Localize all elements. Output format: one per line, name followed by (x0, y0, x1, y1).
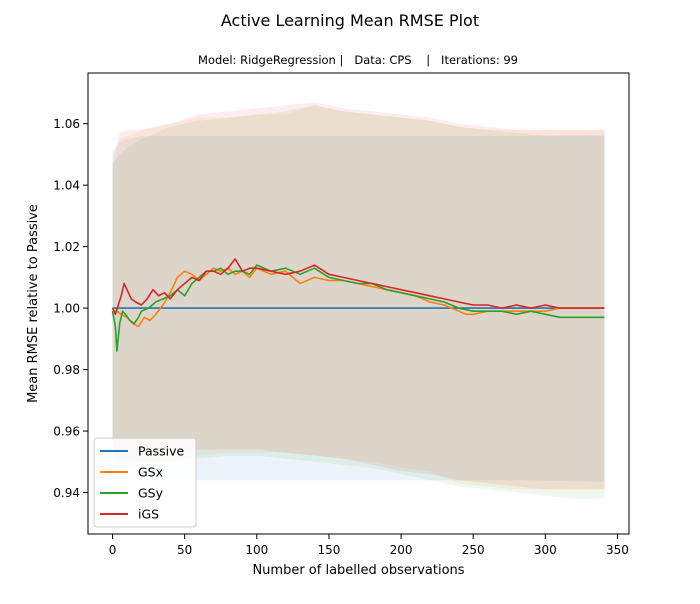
x-tick-label: 300 (534, 543, 557, 557)
y-axis-label: Mean RMSE relative to Passive (26, 204, 41, 403)
series-lines (111, 258, 605, 352)
y-tick-label: 0.94 (53, 486, 80, 500)
x-tick-label: 0 (109, 543, 117, 557)
x-tick-label: 250 (462, 543, 485, 557)
chart-title: Active Learning Mean RMSE Plot (221, 11, 479, 30)
x-axis-label: Number of labelled observations (252, 563, 464, 578)
line-gsy (111, 264, 605, 352)
x-tick-label: 350 (606, 543, 629, 557)
band-igs (112, 102, 605, 490)
y-tick-label: 0.98 (53, 363, 80, 377)
x-tick-label: 150 (317, 543, 340, 557)
x-tick-label: 50 (177, 543, 192, 557)
x-axis: 0 50 100 150 200 250 300 350 (109, 534, 629, 557)
y-tick-label: 0.96 (53, 425, 80, 439)
legend-label-gsy: GSy (138, 486, 164, 501)
y-axis: 0.94 0.96 0.98 1.00 1.02 1.04 1.06 (53, 117, 88, 500)
y-tick-label: 1.04 (53, 179, 80, 193)
legend-label-gsx: GSx (138, 465, 163, 480)
legend-label-passive: Passive (138, 444, 185, 459)
x-tick-label: 200 (390, 543, 413, 557)
legend: Passive GSx GSy iGS (93, 437, 197, 528)
band-gsx (112, 105, 605, 490)
x-tick-label: 100 (245, 543, 268, 557)
y-tick-label: 1.02 (53, 240, 80, 254)
legend-box (93, 437, 197, 528)
band-gsy (112, 105, 605, 499)
legend-label-igs: iGS (138, 507, 159, 522)
y-tick-label: 1.06 (53, 117, 80, 131)
chart-subtitle: Model: RidgeRegression | Data: CPS | Ite… (198, 53, 518, 67)
y-tick-label: 1.00 (53, 302, 80, 316)
plot-frame (87, 72, 630, 535)
line-igs (111, 258, 605, 316)
